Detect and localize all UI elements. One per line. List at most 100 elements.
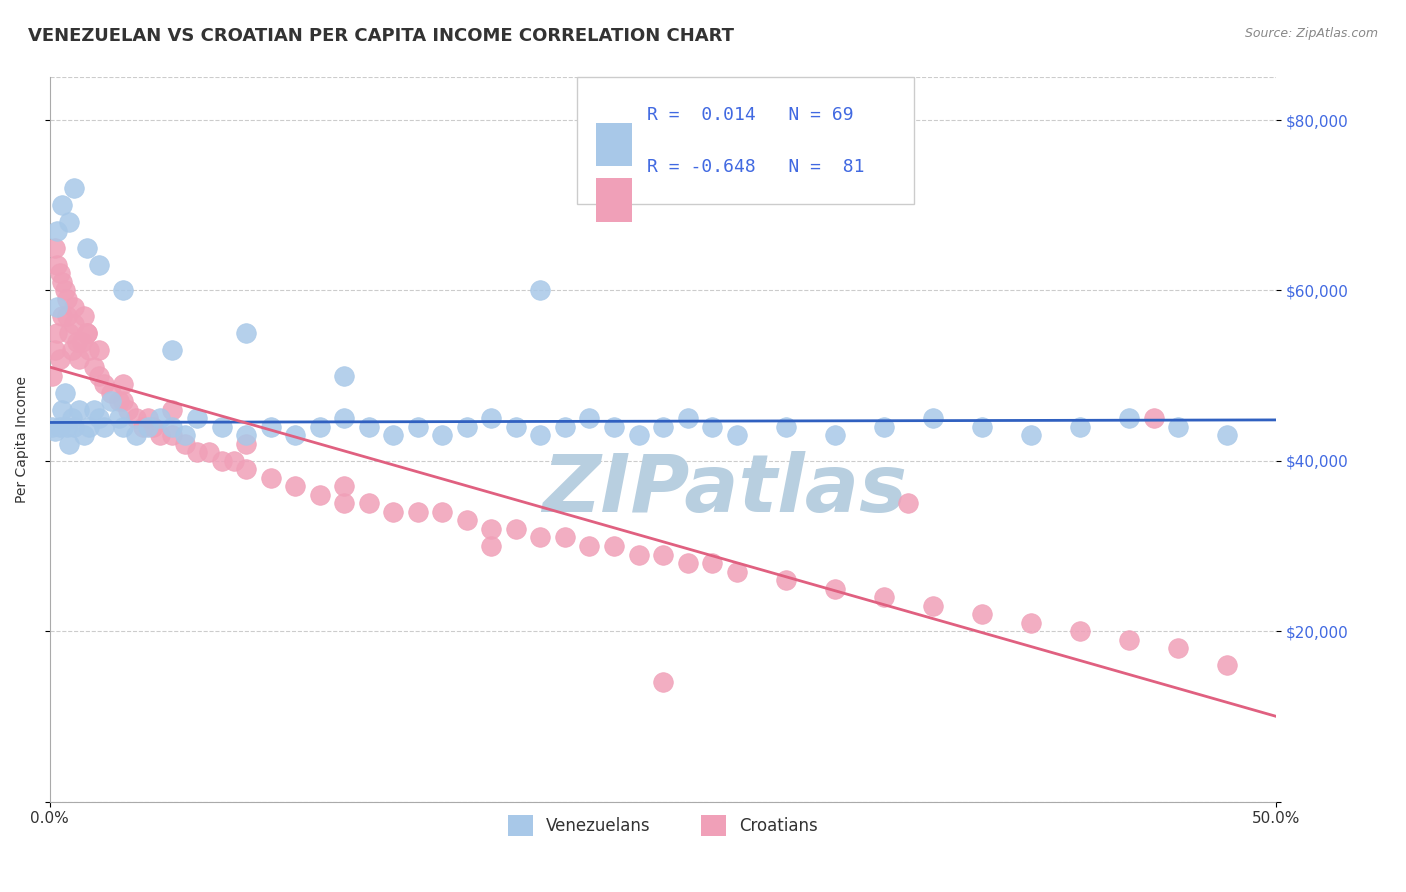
Point bbox=[73, 309, 96, 323]
Point bbox=[235, 436, 257, 450]
Point bbox=[198, 445, 221, 459]
Point bbox=[77, 343, 100, 357]
Point bbox=[136, 411, 159, 425]
Point bbox=[554, 419, 576, 434]
Point bbox=[87, 368, 110, 383]
Point bbox=[112, 377, 135, 392]
Point bbox=[1118, 632, 1140, 647]
Point bbox=[1167, 419, 1189, 434]
Point bbox=[578, 411, 600, 425]
Point bbox=[125, 428, 148, 442]
Point bbox=[63, 181, 86, 195]
Point bbox=[107, 411, 129, 425]
Point bbox=[132, 419, 155, 434]
Point bbox=[162, 419, 184, 434]
Point bbox=[284, 479, 307, 493]
Point bbox=[1142, 411, 1164, 425]
Point bbox=[235, 428, 257, 442]
Point bbox=[432, 428, 454, 442]
Point bbox=[76, 326, 98, 340]
Point bbox=[235, 462, 257, 476]
Point bbox=[357, 419, 380, 434]
Point bbox=[41, 368, 63, 383]
Point bbox=[554, 531, 576, 545]
Point bbox=[308, 488, 330, 502]
Point bbox=[700, 419, 723, 434]
Point bbox=[873, 419, 896, 434]
FancyBboxPatch shape bbox=[578, 78, 914, 204]
Point bbox=[51, 402, 73, 417]
Point bbox=[1019, 428, 1042, 442]
Text: R =  0.014   N = 69: R = 0.014 N = 69 bbox=[647, 105, 853, 123]
Point bbox=[51, 309, 73, 323]
Point bbox=[970, 419, 993, 434]
Point bbox=[53, 385, 76, 400]
Point bbox=[284, 428, 307, 442]
Point bbox=[149, 428, 172, 442]
Point bbox=[149, 411, 172, 425]
Point bbox=[211, 419, 233, 434]
Point bbox=[76, 241, 98, 255]
Point bbox=[173, 436, 195, 450]
Point bbox=[107, 394, 129, 409]
Point bbox=[46, 326, 69, 340]
Point bbox=[83, 402, 105, 417]
Point bbox=[46, 224, 69, 238]
Point bbox=[1019, 615, 1042, 630]
Point bbox=[333, 368, 356, 383]
Point bbox=[357, 496, 380, 510]
Point bbox=[479, 522, 502, 536]
Point bbox=[112, 419, 135, 434]
Point bbox=[1216, 428, 1239, 442]
Point bbox=[56, 419, 79, 434]
Point bbox=[48, 266, 70, 280]
Point bbox=[44, 343, 66, 357]
Point bbox=[775, 573, 797, 587]
Point bbox=[117, 402, 139, 417]
Point bbox=[173, 428, 195, 442]
Point bbox=[63, 318, 86, 332]
Point bbox=[505, 522, 527, 536]
Point bbox=[100, 394, 122, 409]
Point bbox=[676, 556, 699, 570]
Point bbox=[676, 411, 699, 425]
Point bbox=[1216, 658, 1239, 673]
Point bbox=[333, 496, 356, 510]
Point bbox=[51, 198, 73, 212]
Point bbox=[63, 301, 86, 315]
Point bbox=[382, 505, 405, 519]
Point bbox=[46, 258, 69, 272]
Text: VENEZUELAN VS CROATIAN PER CAPITA INCOME CORRELATION CHART: VENEZUELAN VS CROATIAN PER CAPITA INCOME… bbox=[28, 27, 734, 45]
Point bbox=[406, 505, 429, 519]
Point bbox=[87, 411, 110, 425]
Point bbox=[67, 351, 90, 366]
Point bbox=[603, 419, 626, 434]
Point bbox=[87, 343, 110, 357]
Point bbox=[529, 531, 551, 545]
Point bbox=[73, 428, 96, 442]
Point bbox=[41, 419, 63, 434]
Point bbox=[112, 394, 135, 409]
Point bbox=[44, 424, 66, 438]
Point bbox=[259, 419, 281, 434]
Point bbox=[100, 385, 122, 400]
Point bbox=[578, 539, 600, 553]
Point bbox=[725, 565, 748, 579]
Point bbox=[333, 411, 356, 425]
Point bbox=[76, 326, 98, 340]
Point bbox=[67, 402, 90, 417]
Point bbox=[725, 428, 748, 442]
Point bbox=[970, 607, 993, 622]
Point bbox=[235, 326, 257, 340]
Point bbox=[211, 454, 233, 468]
Text: Source: ZipAtlas.com: Source: ZipAtlas.com bbox=[1244, 27, 1378, 40]
Point bbox=[48, 419, 70, 434]
Point bbox=[897, 496, 920, 510]
Point bbox=[60, 411, 83, 425]
Point bbox=[63, 419, 86, 434]
Point bbox=[70, 334, 93, 349]
Point bbox=[93, 377, 115, 392]
Bar bbox=[596, 123, 633, 166]
Point bbox=[162, 428, 184, 442]
Point bbox=[529, 428, 551, 442]
